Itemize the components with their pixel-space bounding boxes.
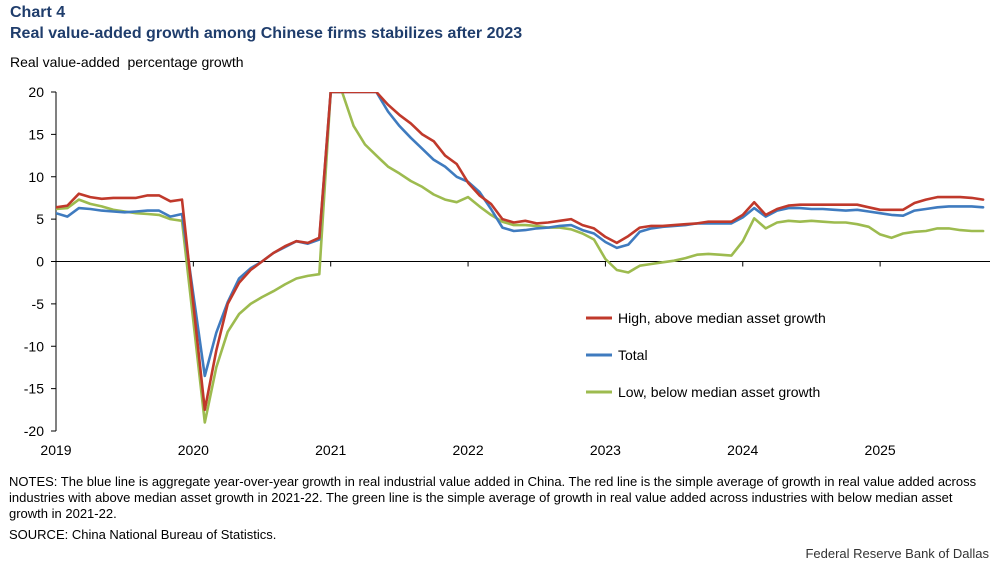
chart-title: Real value-added growth among Chinese fi…	[10, 25, 523, 42]
y-axis-label: Real value-added percentage growth	[10, 54, 244, 70]
x-tick-label: 2024	[727, 442, 758, 458]
x-tick-label: 2022	[452, 442, 483, 458]
chart-number: Chart 4	[10, 4, 66, 21]
publisher-credit: Federal Reserve Bank of Dallas	[805, 546, 989, 561]
y-tick-label: -15	[24, 381, 44, 397]
y-tick-label: -10	[24, 338, 44, 354]
legend-label-total: Total	[618, 347, 648, 363]
legend-label-high: High, above median asset growth	[618, 310, 826, 326]
x-tick-label: 2021	[315, 442, 346, 458]
x-tick-label: 2020	[178, 442, 209, 458]
line-chart: Real value-added percentage growth 20 15 1…	[10, 54, 990, 458]
y-tick-label: -20	[24, 423, 44, 439]
y-tick-label: 5	[36, 211, 44, 227]
series-line-total	[56, 92, 985, 378]
x-tick-label: 2023	[590, 442, 621, 458]
x-tick-label: 2019	[40, 442, 71, 458]
series-line-high	[56, 92, 985, 412]
series-line-low	[56, 92, 985, 424]
legend-label-low: Low, below median asset growth	[618, 384, 820, 400]
y-tick-label: 10	[28, 169, 44, 185]
chart-notes: NOTES: The blue line is aggregate year-o…	[9, 474, 977, 521]
chart-source: SOURCE: China National Bureau of Statist…	[9, 527, 277, 542]
y-tick-label: 15	[28, 126, 44, 142]
y-tick-label: 20	[28, 84, 44, 100]
y-tick-label: 0	[36, 254, 44, 270]
x-tick-label: 2025	[865, 442, 896, 458]
y-tick-label: -5	[32, 296, 45, 312]
